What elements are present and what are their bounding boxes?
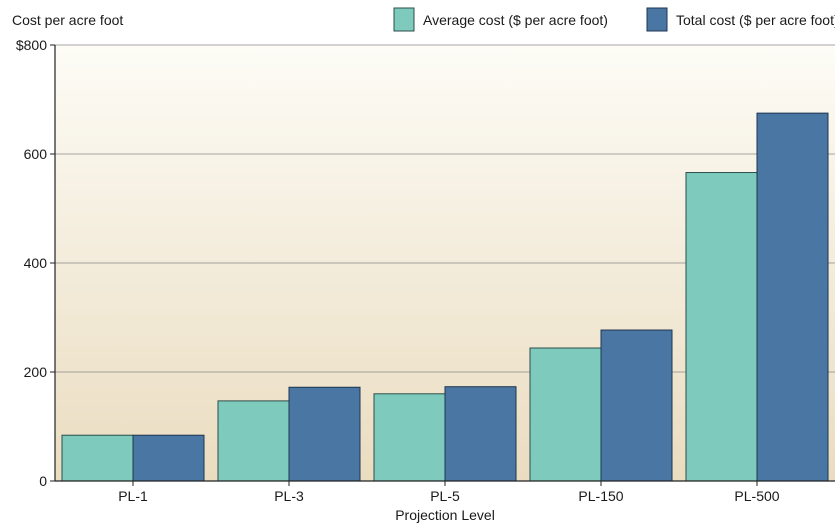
x-tick-label: PL-3	[274, 488, 304, 504]
bar-average-pl-1	[61, 434, 134, 482]
bar-total-pl-3	[288, 386, 361, 482]
legend-label-average: Average cost ($ per acre foot)	[423, 12, 608, 28]
bars	[61, 112, 829, 482]
legend-swatch-average	[393, 7, 415, 32]
bar-average-pl-3	[217, 400, 290, 482]
y-axis-label: Cost per acre foot	[12, 12, 123, 28]
bar-total-pl-150	[600, 329, 673, 482]
y-tick-label: 200	[24, 364, 48, 380]
bar-average-pl-150	[529, 347, 602, 482]
legend: Average cost ($ per acre foot) Total cos…	[393, 7, 835, 32]
bar-total-pl-5	[444, 386, 517, 482]
y-tick-label: $800	[16, 37, 47, 53]
legend-label-total: Total cost ($ per acre foot)	[676, 12, 835, 28]
y-tick-labels: 0 200 400 600 $800	[16, 37, 47, 489]
x-tick-labels: PL-1 PL-3 PL-5 PL-150 PL-500	[118, 481, 780, 504]
x-tick-label: PL-500	[734, 488, 779, 504]
y-tick-label: 600	[24, 146, 48, 162]
bar-average-pl-500	[685, 172, 758, 482]
x-axis-label: Projection Level	[395, 507, 495, 523]
x-tick-label: PL-5	[430, 488, 460, 504]
bar-total-pl-1	[132, 434, 205, 482]
x-tick-label: PL-150	[578, 488, 623, 504]
bar-total-pl-500	[756, 112, 829, 482]
x-tick-label: PL-1	[118, 488, 148, 504]
y-tick-label: 400	[24, 255, 48, 271]
bar-average-pl-5	[373, 393, 446, 482]
legend-swatch-total	[646, 7, 668, 32]
y-tick-label: 0	[39, 473, 47, 489]
